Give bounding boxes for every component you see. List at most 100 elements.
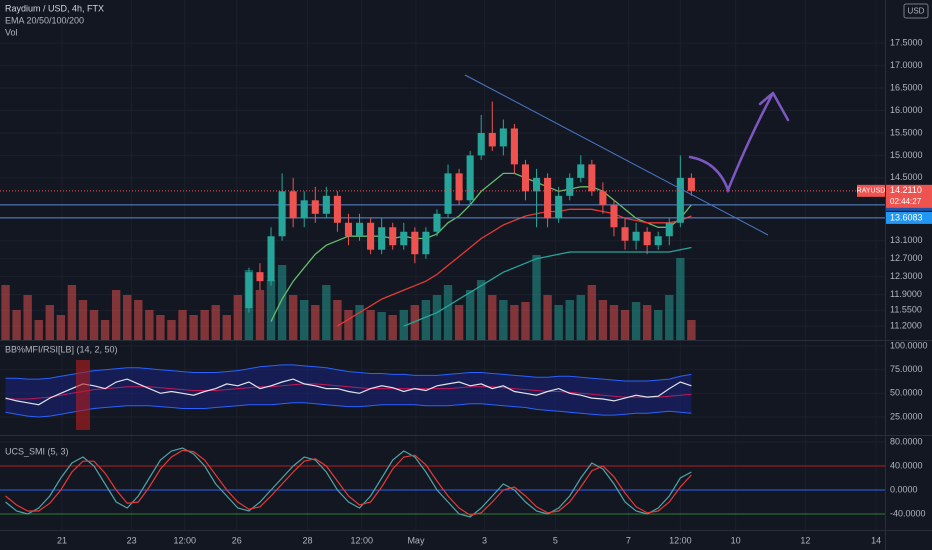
candle-body [566,177,574,196]
volume-bar [366,310,375,340]
candle-body [577,164,585,178]
volume-bar [78,300,88,340]
volume-bar [344,310,353,340]
y-tick-label: 50.0000 [890,388,923,398]
volume-bar [189,315,198,340]
x-tick-label: 28 [303,535,313,545]
y-tick-label: 15.5000 [890,127,923,137]
volume-bar [255,290,265,340]
volume-bar [587,285,597,340]
y-tick-label: 25.0000 [890,411,923,421]
y-tick-label: 12.7000 [890,253,923,263]
ema-line [270,172,692,322]
candle-body [544,177,552,219]
volume-bar [477,280,486,340]
smi-line [5,447,692,518]
volume-bar [609,305,619,340]
highlight [76,360,90,430]
candle-body [632,231,640,241]
candle-body [389,227,397,246]
y-tick-label: 15.0000 [890,150,923,160]
volume-bar [322,285,331,340]
candle-body [555,195,563,219]
volume-bar [178,310,187,340]
volume-bar [89,310,99,340]
volume-bar [432,295,442,340]
volume-bar [123,295,132,340]
y-tick-label: 16.0000 [890,105,923,115]
volume-bar [642,305,652,340]
volume-bar [665,295,674,340]
volume-bar [532,255,541,340]
volume-bar [145,310,154,340]
candle-body [311,200,319,214]
volume-bar [1,285,10,340]
volume-bar [687,320,696,340]
candle-body [400,231,408,246]
volume-bar [100,320,110,340]
candle-body [322,195,330,214]
candle-body [610,204,618,228]
candle-body [599,191,607,205]
volume-bar [443,285,453,340]
volume-bar [23,295,32,340]
band-basis [5,383,692,400]
y-tick-label: 11.9000 [890,289,922,299]
candle-body [422,231,430,255]
candle-body [588,164,596,192]
candle-body [455,173,463,201]
band-lower [5,402,692,418]
candle-body [245,272,253,309]
volume-bar [134,300,143,340]
candle-body [687,177,695,191]
candle-body [333,195,341,223]
volume-bar [454,305,464,340]
volume-bar [598,300,608,340]
volume-bar [34,320,43,340]
volume-bar [377,312,386,340]
candle-body [278,191,286,237]
candle-body [521,164,530,192]
y-tick-label: 11.2000 [890,320,922,330]
ema-legend: EMA 20/50/100/200 [5,15,84,25]
trend-line [464,74,769,236]
volume-bar [510,305,519,340]
y-tick-label: 0.0000 [890,484,918,494]
x-tick-label: 26 [232,535,242,545]
candle-body [344,222,353,237]
volume-bar [200,310,209,340]
y-tick-label: 16.5000 [890,82,923,92]
candle-body [411,231,419,255]
candle-body [510,128,518,165]
volume-bar [222,315,231,340]
x-tick-label: 14 [871,535,881,545]
currency-box[interactable] [903,3,929,19]
volume-bar [311,305,320,340]
candle-body [444,173,452,214]
candle-body [367,222,375,250]
volume-bar [12,310,21,340]
volume-bar [300,300,309,340]
volume-bar [167,320,176,340]
volume-bar [156,315,165,340]
volume-bar [410,305,420,340]
x-tick-label: 10 [731,535,741,545]
volume-bar [554,305,563,340]
x-tick-label: 23 [127,535,137,545]
ticker-tag [857,184,885,197]
y-tick-label: 40.0000 [890,460,923,470]
drawn-arrow [688,91,790,194]
candle-body [643,231,651,246]
rsi-title: BB%MFI/RSI[LB] (14, 2, 50) [5,344,118,354]
y-tick-label: -40.0000 [890,508,926,518]
volume-bar [654,310,663,340]
signal-line [5,449,692,516]
y-tick-label: 11.5500 [890,305,922,315]
currency[interactable]: USD [908,7,925,16]
volume-bar [111,290,121,340]
x-tick-label: 12:00 [669,535,692,545]
candle-body [267,236,275,282]
rsi-line [5,378,692,406]
